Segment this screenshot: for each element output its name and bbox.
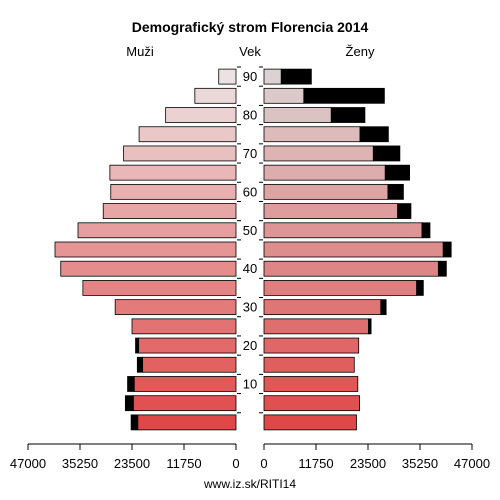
male-bar-35-39: [82, 280, 237, 296]
male-bar-15-19: [142, 356, 237, 373]
female-bar-20-24: [263, 337, 360, 354]
female-bar-35-39: [263, 280, 418, 296]
male-bar-45-49: [54, 241, 237, 258]
male-bar-10-14: [133, 376, 237, 392]
male-x-tick-label: 23500: [114, 456, 150, 471]
female-excess-bar-80-84: [330, 107, 366, 123]
male-bar-65-69: [109, 164, 237, 181]
male-bar-70-74: [123, 145, 237, 162]
female-x-tick-label: 11750: [298, 456, 333, 471]
male-bar-30-34: [114, 299, 237, 316]
female-bar-0-4: [263, 414, 357, 431]
male-bar-80-84: [165, 107, 237, 123]
male-x-tick-label: 0: [232, 456, 239, 471]
female-bar-80-84: [263, 107, 332, 123]
male-bar-75-79: [138, 126, 237, 143]
male-bar-5-9: [132, 395, 237, 412]
female-bar-50-54: [263, 222, 423, 239]
female-excess-bar-90+: [280, 68, 312, 85]
age-tick-label: 10: [243, 376, 257, 391]
male-excess-bar-15-19: [136, 356, 144, 373]
female-excess-bar-45-49: [442, 241, 452, 258]
age-axis-label: Vek: [239, 44, 261, 59]
male-excess-bar-5-9: [124, 395, 134, 412]
age-tick-label: 70: [243, 146, 257, 161]
male-x-tick-label: 11750: [166, 456, 201, 471]
female-bar-90+: [263, 68, 282, 85]
age-tick-label: 50: [243, 223, 257, 238]
female-label: Ženy: [346, 44, 375, 59]
female-bar-40-44: [263, 260, 439, 277]
female-excess-bar-30-34: [380, 299, 387, 316]
male-excess-bar-20-24: [135, 337, 140, 354]
male-label: Muži: [126, 44, 154, 59]
female-bar-70-74: [263, 145, 374, 162]
male-excess-bar-0-4: [130, 414, 139, 431]
female-excess-bar-40-44: [437, 260, 447, 277]
female-bar-15-19: [263, 356, 355, 373]
female-excess-bar-85-89: [303, 87, 385, 104]
age-axis: 10 20 30 40 50 60 70 80 90: [237, 66, 263, 414]
male-bar-0-4: [137, 414, 237, 431]
x-axes: 47000 35250 23500 11750 0 0 11750 23500 35250 470…: [10, 443, 490, 471]
female-excess-bar-70-74: [372, 145, 401, 162]
age-tick-label: 90: [243, 69, 257, 84]
female-excess-bar-50-54: [421, 222, 431, 239]
male-bar-50-54: [77, 222, 237, 239]
female-bar-75-79: [263, 126, 361, 143]
age-tick-label: 30: [243, 300, 257, 315]
female-bar-55-59: [263, 203, 399, 219]
age-tick-label: 60: [243, 184, 257, 199]
female-bars: [263, 68, 452, 431]
male-bar-55-59: [102, 203, 237, 219]
female-bar-60-64: [263, 183, 389, 200]
age-tick-label: 40: [243, 261, 257, 276]
age-tick-label: 80: [243, 108, 257, 123]
female-x-tick-label: 23500: [350, 456, 386, 471]
male-bar-40-44: [60, 260, 237, 277]
female-bar-65-69: [263, 164, 386, 181]
female-bar-85-89: [263, 87, 305, 104]
female-excess-bar-35-39: [416, 280, 424, 296]
male-bars: [54, 68, 237, 431]
male-bar-60-64: [110, 183, 237, 200]
female-excess-bar-60-64: [387, 183, 404, 200]
female-x-tick-label: 47000: [454, 456, 490, 471]
female-bar-30-34: [263, 299, 382, 316]
female-bar-25-29: [263, 318, 369, 335]
male-bar-20-24: [138, 337, 237, 354]
male-x-tick-label: 35250: [62, 456, 98, 471]
female-x-tick-label: 0: [260, 456, 267, 471]
female-x-tick-label: 35250: [402, 456, 438, 471]
female-bar-45-49: [263, 241, 444, 258]
male-excess-bar-10-14: [127, 376, 135, 392]
source-label: www.iz.sk/RITI14: [203, 477, 296, 491]
female-excess-bar-25-29: [368, 318, 372, 335]
male-bar-25-29: [131, 318, 237, 335]
age-tick-label: 20: [243, 338, 257, 353]
female-bar-10-14: [263, 376, 359, 392]
male-x-tick-label: 47000: [10, 456, 46, 471]
female-bar-5-9: [263, 395, 360, 412]
female-excess-bar-75-79: [359, 126, 389, 143]
female-excess-bar-65-69: [384, 164, 411, 181]
male-bar-85-89: [194, 87, 237, 104]
male-bar-90+: [218, 68, 237, 85]
female-excess-bar-55-59: [397, 203, 412, 219]
chart-title: Demografický strom Florencia 2014: [132, 19, 369, 35]
